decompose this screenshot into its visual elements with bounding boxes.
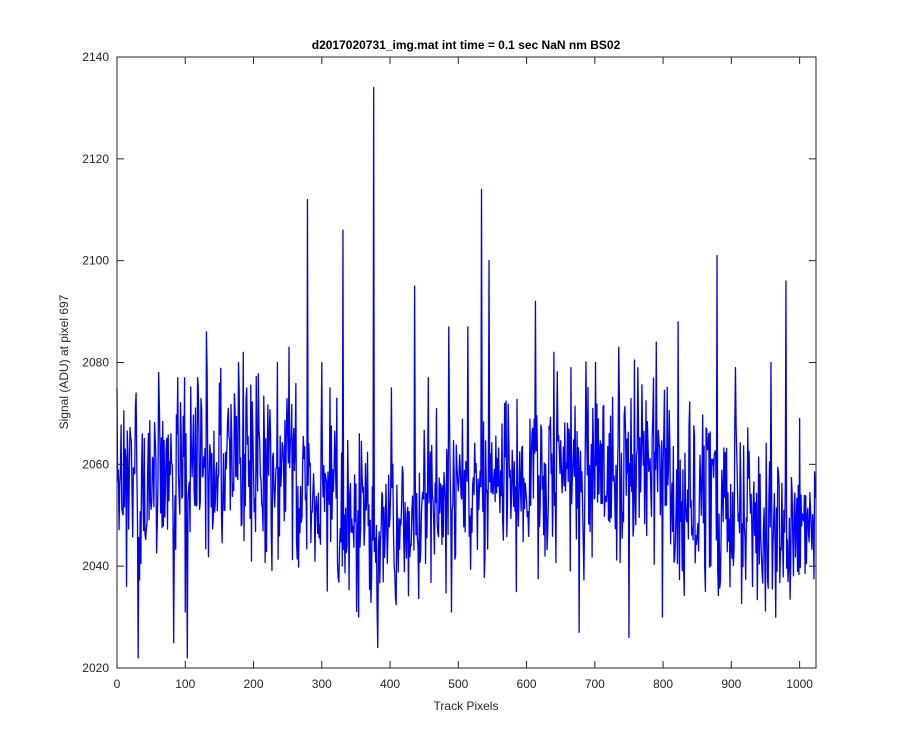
y-tick-label: 2060 (82, 457, 109, 471)
x-axis-label: Track Pixels (434, 699, 499, 713)
x-tick-label: 100 (175, 677, 195, 691)
signal-series-line (116, 86, 817, 659)
x-tick-label: 400 (380, 677, 400, 691)
x-tick-label: 800 (653, 677, 673, 691)
x-tick-label: 1000 (786, 677, 813, 691)
x-tick-label: 0 (114, 677, 121, 691)
x-tick-label: 500 (448, 677, 468, 691)
y-tick-label: 2040 (82, 559, 109, 573)
x-tick-label: 300 (312, 677, 332, 691)
x-tick-label: 600 (517, 677, 537, 691)
y-axis: 2020 2040 2060 2080 2100 2120 2140 (82, 50, 816, 675)
y-tick-label: 2100 (82, 254, 109, 268)
series-layer (116, 86, 817, 659)
chart-title: d2017020731_img.mat int time = 0.1 sec N… (312, 38, 621, 52)
y-tick-label: 2080 (82, 356, 109, 370)
x-tick-label: 200 (244, 677, 264, 691)
x-axis: 0 100 200 300 400 500 600 700 800 900 1000 (114, 57, 813, 691)
y-tick-label: 2120 (82, 152, 109, 166)
plot-area (117, 57, 816, 668)
x-tick-label: 700 (585, 677, 605, 691)
x-tick-label: 900 (721, 677, 741, 691)
y-tick-label: 2020 (82, 661, 109, 675)
y-axis-label: Signal (ADU) at pixel 697 (57, 294, 71, 429)
y-tick-label: 2140 (82, 50, 109, 64)
